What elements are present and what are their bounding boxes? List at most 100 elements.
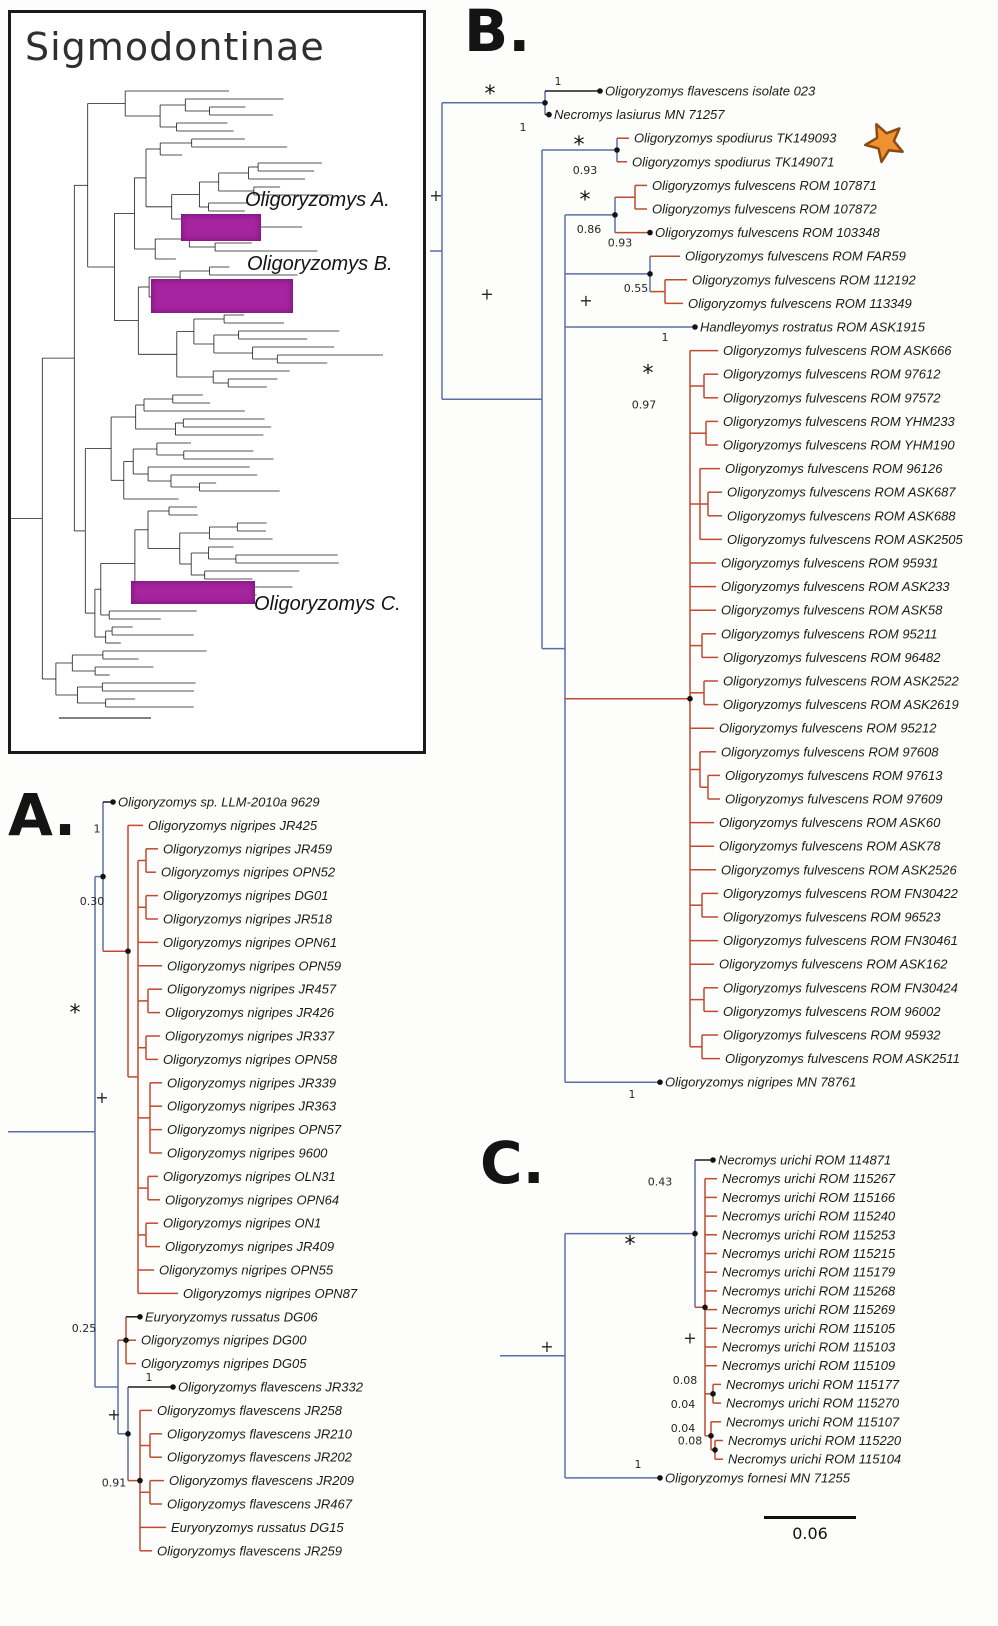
taxon-label: Oligoryzomys nigripes JR426 bbox=[165, 1005, 335, 1020]
taxon-label: Oligoryzomys nigripes DG05 bbox=[141, 1356, 307, 1371]
overview-tree bbox=[11, 90, 383, 708]
taxon-label: Oligoryzomys flavescens JR209 bbox=[169, 1473, 354, 1488]
specimen-star-icon bbox=[863, 122, 904, 164]
support-value: * bbox=[580, 188, 591, 213]
support-value: * bbox=[485, 82, 496, 107]
clade-highlight-a bbox=[181, 214, 261, 241]
taxon-label: Oligoryzomys fulvescens ROM 95211 bbox=[721, 626, 938, 641]
taxon-label: Oligoryzomys sp. LLM-2010a 9629 bbox=[118, 795, 320, 810]
taxon-label: Oligoryzomys fulvescens ROM YHM190 bbox=[723, 438, 955, 453]
clade-label-c: Oligoryzomys C. bbox=[254, 593, 401, 615]
node-dot bbox=[692, 1230, 698, 1237]
taxon-label: Oligoryzomys spodiurus TK149093 bbox=[634, 131, 837, 146]
taxon-label: Oligoryzomys nigripes DG01 bbox=[163, 888, 328, 903]
support-value: 0.25 bbox=[72, 1322, 97, 1335]
taxon-label: Oligoryzomys nigripes OPN55 bbox=[159, 1263, 334, 1278]
scale-bar-label: 0.06 bbox=[792, 1524, 828, 1543]
panel-b-tree: Oligoryzomys flavescens isolate 023 1 Necr… bbox=[430, 75, 964, 1101]
taxon-label: Oligoryzomys fulvescens ROM ASK2511 bbox=[725, 1051, 960, 1066]
support-value: 1 bbox=[635, 1458, 642, 1471]
taxon-label: Oligoryzomys nigripes JR409 bbox=[165, 1239, 334, 1254]
taxon-label: Oligoryzomys nigripes JR518 bbox=[163, 912, 333, 927]
support-value: 0.97 bbox=[632, 399, 657, 412]
support-value: 0.04 bbox=[671, 1398, 696, 1411]
scale-bar bbox=[764, 1516, 856, 1519]
node-dot bbox=[612, 212, 618, 218]
support-value: 1 bbox=[555, 75, 562, 88]
taxon-label: Oligoryzomys nigripes OPN52 bbox=[161, 865, 336, 880]
node-dot bbox=[708, 1433, 714, 1439]
support-value: 0.08 bbox=[673, 1374, 698, 1387]
taxon-label: Oligoryzomys fulvescens ROM ASK58 bbox=[721, 603, 943, 618]
taxon-label: Necromys urichi ROM 115109 bbox=[722, 1358, 895, 1373]
taxon-label: Necromys urichi ROM 114871 bbox=[718, 1153, 891, 1168]
support-value: 0.43 bbox=[648, 1176, 673, 1189]
taxon-label: Oligoryzomys fulvescens ROM ASK2526 bbox=[721, 862, 958, 877]
taxon-label: Necromys urichi ROM 115105 bbox=[722, 1321, 896, 1336]
taxon-label: Oligoryzomys fulvescens ROM 97613 bbox=[725, 768, 943, 783]
support-value: 1 bbox=[629, 1088, 636, 1101]
node-dot bbox=[123, 1337, 129, 1343]
clade-label-a: Oligoryzomys A. bbox=[245, 189, 390, 211]
taxon-label: Oligoryzomys nigripes OPN64 bbox=[165, 1192, 339, 1207]
taxon-label: Oligoryzomys flavescens isolate 023 bbox=[605, 84, 816, 99]
node-dot bbox=[657, 1079, 663, 1085]
panel-b-label: B. bbox=[464, 0, 531, 65]
taxon-label: Oligoryzomys fulvescens ROM 97572 bbox=[723, 390, 941, 405]
taxon-label: Oligoryzomys nigripes OPN58 bbox=[163, 1052, 338, 1067]
support-value: * bbox=[643, 362, 654, 387]
support-value: + bbox=[540, 1337, 553, 1356]
taxon-label: Oligoryzomys nigripes JR337 bbox=[165, 1029, 335, 1044]
taxon-label: Necromys urichi ROM 115104 bbox=[728, 1452, 901, 1467]
taxon-label: Oligoryzomys fulvescens ROM ASK78 bbox=[719, 839, 941, 854]
taxon-label: Oligoryzomys fulvescens ROM 95212 bbox=[719, 721, 937, 736]
taxon-label: Oligoryzomys fulvescens ROM ASK688 bbox=[727, 508, 956, 523]
taxon-label: Oligoryzomys fulvescens ROM ASK60 bbox=[719, 815, 941, 830]
support-value: + bbox=[95, 1088, 108, 1107]
support-value: + bbox=[579, 291, 592, 310]
node-dot bbox=[170, 1384, 176, 1390]
taxon-label: Oligoryzomys nigripes MN 78761 bbox=[665, 1075, 856, 1090]
support-value: 1 bbox=[662, 331, 669, 344]
taxon-label: Oligoryzomys fulvescens ROM 96126 bbox=[725, 461, 943, 476]
overview-panel: Sigmodontinae Oligoryzomys A. Oligoryzom… bbox=[8, 10, 426, 754]
node-dot bbox=[647, 271, 653, 277]
taxon-label: Oligoryzomys flavescens JR210 bbox=[167, 1426, 353, 1441]
taxon-label: Necromys urichi ROM 115270 bbox=[726, 1396, 900, 1411]
taxon-label: Oligoryzomys flavescens JR258 bbox=[157, 1403, 343, 1418]
taxon-label: Oligoryzomys nigripes OLN31 bbox=[163, 1169, 336, 1184]
node-dot bbox=[137, 1314, 143, 1320]
taxon-label: Necromys lasiurus MN 71257 bbox=[554, 107, 725, 122]
node-dot bbox=[710, 1391, 716, 1397]
taxon-label: Oligoryzomys fulvescens ROM 96002 bbox=[723, 1004, 941, 1019]
taxon-label: Oligoryzomys fulvescens ROM 107871 bbox=[652, 178, 877, 193]
support-value: + bbox=[107, 1405, 120, 1424]
taxon-label: Oligoryzomys nigripes DG00 bbox=[141, 1333, 307, 1348]
taxon-label: Oligoryzomys nigripes OPN59 bbox=[167, 958, 341, 973]
taxon-label: Oligoryzomys fulvescens ROM ASK233 bbox=[721, 579, 950, 594]
taxon-label: Oligoryzomys fulvescens ROM ASK666 bbox=[723, 343, 952, 358]
clade-highlight-b bbox=[151, 279, 293, 313]
taxon-label: Necromys urichi ROM 115268 bbox=[722, 1283, 896, 1298]
taxon-label: Necromys urichi ROM 115107 bbox=[726, 1414, 900, 1429]
taxon-label: Oligoryzomys nigripes OPN87 bbox=[183, 1286, 358, 1301]
taxon-label: Necromys urichi ROM 115253 bbox=[722, 1227, 896, 1242]
panel-a-label: A. bbox=[8, 781, 76, 849]
taxon-label: Necromys urichi ROM 115179 bbox=[722, 1265, 895, 1280]
taxon-label: Oligoryzomys fulvescens ROM 96482 bbox=[723, 650, 941, 665]
taxon-label: Oligoryzomys flavescens JR259 bbox=[157, 1543, 342, 1558]
clade-label-b: Oligoryzomys B. bbox=[247, 253, 393, 275]
taxon-label: Oligoryzomys nigripes OPN61 bbox=[163, 935, 337, 950]
taxon-label: Oligoryzomys fulvescens ROM 96523 bbox=[723, 910, 941, 925]
support-value: + bbox=[683, 1328, 696, 1347]
taxon-label: Oligoryzomys fulvescens ROM 97612 bbox=[723, 367, 941, 382]
taxon-label: Oligoryzomys fulvescens ROM ASK2619 bbox=[723, 697, 959, 712]
taxon-label: Oligoryzomys nigripes JR363 bbox=[167, 1099, 337, 1114]
node-dot bbox=[100, 873, 106, 880]
panel-c-tree: Necromys urichi ROM 114871 Necromys urich… bbox=[500, 1153, 902, 1485]
support-value: + bbox=[480, 284, 493, 303]
taxon-label: Euryoryzomys russatus DG15 bbox=[171, 1520, 344, 1535]
taxon-label: Oligoryzomys nigripes JR459 bbox=[163, 841, 332, 856]
node-dot bbox=[647, 229, 653, 236]
